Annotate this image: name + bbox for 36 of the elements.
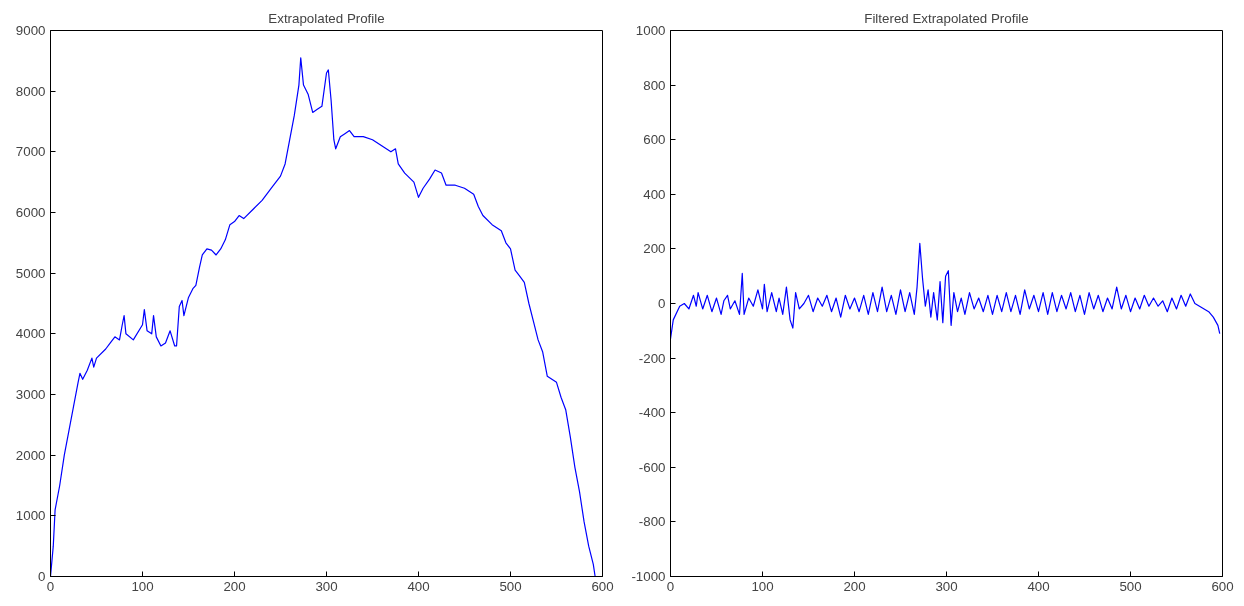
x-tick-label: 500 xyxy=(1119,578,1142,594)
y-tick-label: 1000 xyxy=(15,508,46,524)
x-tick-label: 200 xyxy=(223,578,246,594)
y-tick-label: -1000 xyxy=(631,569,666,584)
chart-title: Filtered Extrapolated Profile xyxy=(864,10,1029,26)
y-tick-label: 400 xyxy=(643,186,666,202)
y-tick-label: 0 xyxy=(658,296,666,311)
y-tick-label: 800 xyxy=(643,77,666,93)
line-series xyxy=(670,242,1221,340)
y-tick-label: 2000 xyxy=(15,447,46,463)
y-tick-label: -600 xyxy=(638,459,666,475)
y-tick-label: 4000 xyxy=(15,326,46,342)
line-series xyxy=(50,57,596,577)
x-tick-label: 400 xyxy=(407,578,430,594)
y-tick-label: 6000 xyxy=(15,205,46,220)
y-tick-label: -200 xyxy=(638,350,666,366)
y-tick-label: 9000 xyxy=(15,23,46,38)
x-tick-label: 600 xyxy=(591,578,614,594)
x-tick-label: 400 xyxy=(1027,578,1050,594)
y-tick-label: 7000 xyxy=(15,144,46,160)
x-tick-label: 100 xyxy=(751,578,774,594)
y-tick-label: -400 xyxy=(638,405,666,421)
y-tick-label: 8000 xyxy=(15,83,46,99)
chart-title: Extrapolated Profile xyxy=(268,10,385,26)
y-tick-label: 5000 xyxy=(15,265,46,281)
x-tick-label: 100 xyxy=(131,578,154,594)
x-tick-label: 500 xyxy=(499,578,522,594)
y-tick-label: -800 xyxy=(638,514,666,530)
y-tick-label: 600 xyxy=(643,132,666,148)
y-tick-label: 200 xyxy=(643,241,666,257)
y-tick-label: 3000 xyxy=(15,387,46,402)
x-tick-label: 200 xyxy=(843,578,866,594)
y-tick-label: 1000 xyxy=(635,23,666,38)
x-tick-label: 300 xyxy=(315,578,338,594)
x-tick-label: 300 xyxy=(935,578,958,594)
x-tick-label: 600 xyxy=(1211,578,1234,594)
